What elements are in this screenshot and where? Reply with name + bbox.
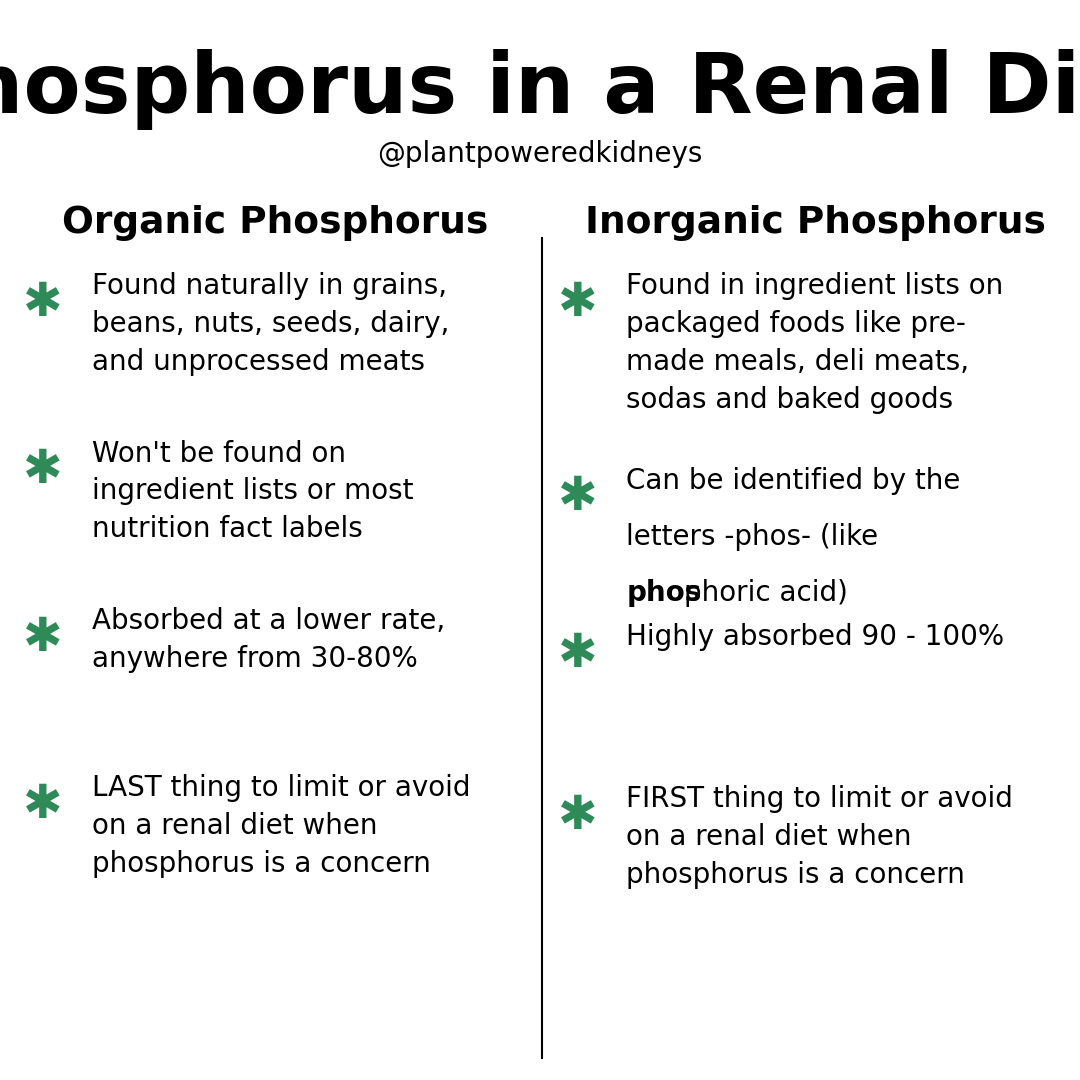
Text: Won't be found on
ingredient lists or most
nutrition fact labels: Won't be found on ingredient lists or mo… — [92, 440, 414, 543]
Text: Highly absorbed 90 - 100%: Highly absorbed 90 - 100% — [626, 623, 1004, 651]
Text: ✱: ✱ — [24, 448, 63, 494]
Text: letters -phos- (like: letters -phos- (like — [626, 523, 878, 551]
Text: ✱: ✱ — [558, 281, 597, 326]
Text: @plantpoweredkidneys: @plantpoweredkidneys — [377, 140, 703, 168]
Text: Organic Phosphorus: Organic Phosphorus — [63, 205, 488, 241]
Text: Phosphorus in a Renal Diet: Phosphorus in a Renal Diet — [0, 49, 1080, 130]
Text: Can be identified by the: Can be identified by the — [626, 467, 961, 495]
Text: phoric acid): phoric acid) — [684, 579, 848, 607]
Text: Found in ingredient lists on
packaged foods like pre-
made meals, deli meats,
so: Found in ingredient lists on packaged fo… — [626, 272, 1003, 414]
Text: ✱: ✱ — [24, 783, 63, 828]
Text: Inorganic Phosphorus: Inorganic Phosphorus — [585, 205, 1045, 241]
Text: LAST thing to limit or avoid
on a renal diet when
phosphorus is a concern: LAST thing to limit or avoid on a renal … — [92, 774, 470, 878]
Text: ✱: ✱ — [558, 475, 597, 521]
Text: phos: phos — [626, 579, 702, 607]
Text: FIRST thing to limit or avoid
on a renal diet when
phosphorus is a concern: FIRST thing to limit or avoid on a renal… — [626, 785, 1013, 889]
Text: ✱: ✱ — [558, 794, 597, 839]
Text: ✱: ✱ — [24, 616, 63, 661]
Text: ✱: ✱ — [24, 281, 63, 326]
Text: ✱: ✱ — [558, 632, 597, 677]
Text: Found naturally in grains,
beans, nuts, seeds, dairy,
and unprocessed meats: Found naturally in grains, beans, nuts, … — [92, 272, 449, 376]
Text: Absorbed at a lower rate,
anywhere from 30-80%: Absorbed at a lower rate, anywhere from … — [92, 607, 445, 673]
